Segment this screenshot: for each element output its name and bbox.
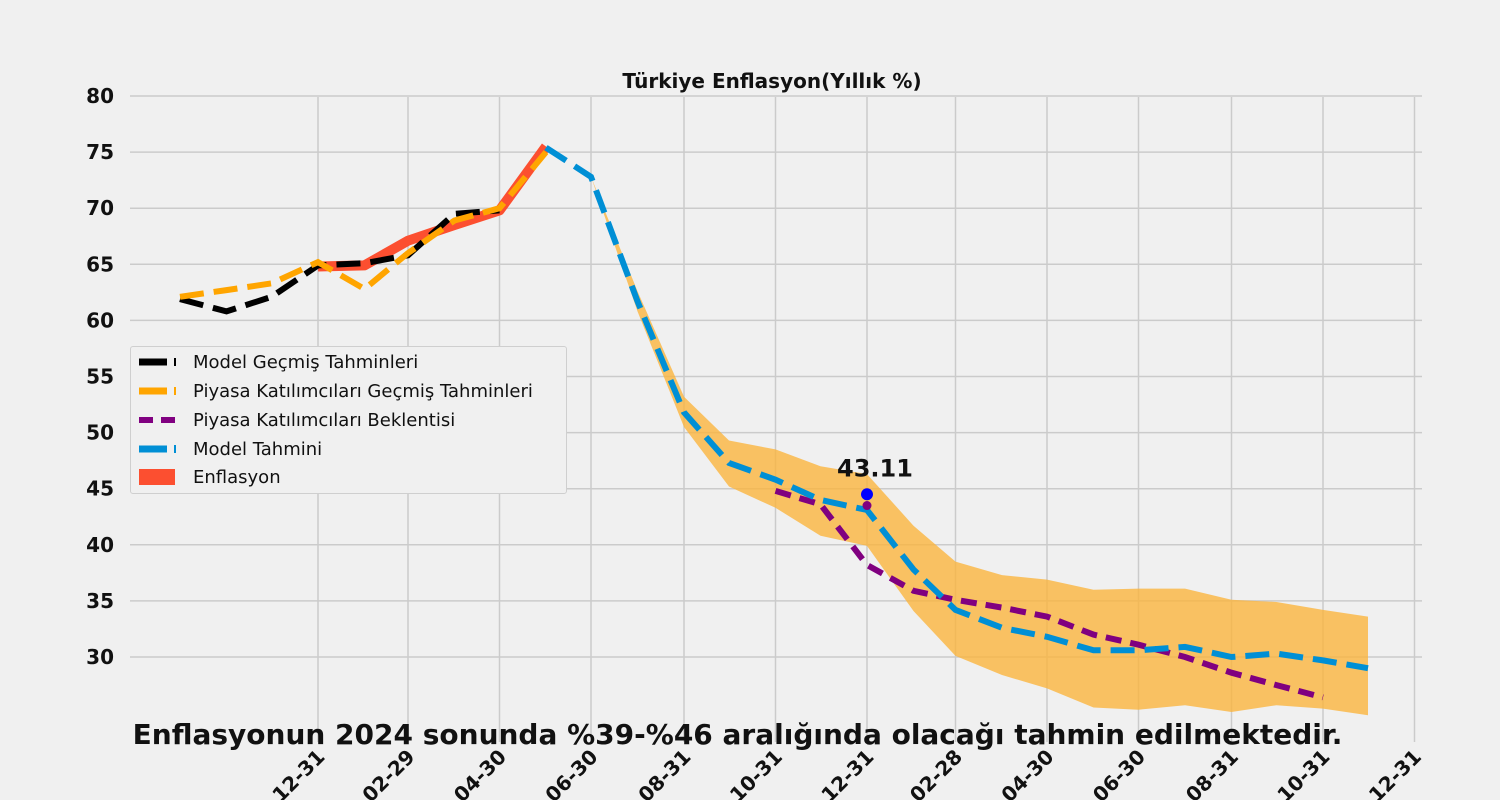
legend-swatch-market-history — [139, 383, 179, 399]
marker-point — [861, 488, 873, 501]
x-tick-label: 08-31 — [633, 745, 695, 800]
x-tick-label: 12-31 — [1364, 745, 1426, 800]
y-tick-labels: 30 35 40 45 50 55 60 65 70 75 80 — [86, 84, 114, 669]
inflation-layer — [317, 143, 551, 272]
series-lines-layer — [179, 145, 1369, 701]
legend-swatch-model-history — [139, 354, 179, 370]
legend: Model Geçmiş Tahminleri Piyasa Katılımcı… — [130, 346, 567, 494]
annotation-label: 43.11 — [837, 454, 913, 482]
x-tick-label: 08-31 — [1181, 745, 1243, 800]
y-tick-label: 45 — [86, 477, 114, 501]
confidence-band-layer — [591, 176, 1368, 716]
x-tick-label: 02-28 — [905, 745, 967, 800]
x-tick-label: 06-30 — [540, 745, 602, 800]
y-tick-label: 60 — [86, 308, 114, 332]
x-tick-label: 06-30 — [1088, 745, 1150, 800]
x-tick-label: 12-31 — [267, 745, 329, 800]
legend-label: Enflasyon — [193, 466, 281, 488]
y-tick-label: 40 — [86, 533, 114, 557]
x-tick-labels: 12-31 02-29 04-30 06-30 08-31 10-31 12-31 02-28… — [267, 745, 1426, 800]
y-tick-label: 80 — [86, 84, 114, 108]
x-tick-label: 10-31 — [725, 745, 787, 800]
markers-layer: 43.11 — [837, 454, 913, 511]
y-tick-label: 65 — [86, 252, 114, 276]
series-line-inflation — [317, 143, 551, 272]
x-tick-label: 12-31 — [816, 745, 878, 800]
chart-title: Türkiye Enflasyon(Yıllık %) — [622, 69, 921, 93]
y-tick-label: 55 — [86, 365, 114, 389]
legend-swatch-market-expectation — [139, 412, 179, 428]
series-line-market-history — [179, 150, 549, 300]
x-tick-label: 04-30 — [449, 745, 511, 800]
legend-item-market-expectation: Piyasa Katılımcıları Beklentisi — [139, 407, 455, 433]
legend-label: Model Geçmiş Tahminleri — [193, 351, 419, 373]
legend-label: Piyasa Katılımcıları Geçmiş Tahminleri — [193, 380, 533, 402]
x-tick-label: 02-29 — [357, 745, 419, 800]
legend-item-model-history: Model Geçmiş Tahminleri — [139, 349, 418, 375]
confidence-band — [591, 176, 1368, 716]
y-tick-label: 70 — [86, 196, 114, 220]
marker-point — [862, 501, 872, 511]
y-tick-label: 50 — [86, 421, 114, 445]
legend-swatch-inflation — [139, 469, 179, 485]
series-line-market-expectation — [774, 488, 1324, 701]
chart-caption: Enflasyonun 2024 sonunda %39-%46 aralığı… — [132, 718, 1343, 751]
series-line-model-history — [179, 207, 500, 315]
y-tick-label: 35 — [86, 589, 114, 613]
legend-item-market-history: Piyasa Katılımcıları Geçmiş Tahminleri — [139, 378, 533, 404]
legend-item-inflation: Enflasyon — [139, 464, 281, 490]
x-tick-label: 04-30 — [996, 745, 1058, 800]
legend-swatch-model-forecast — [139, 441, 179, 457]
x-tick-label: 10-31 — [1272, 745, 1334, 800]
series-line-model-forecast — [544, 145, 1369, 672]
y-tick-label: 30 — [86, 645, 114, 669]
legend-item-model-forecast: Model Tahmini — [139, 436, 322, 462]
legend-label: Piyasa Katılımcıları Beklentisi — [193, 409, 456, 431]
y-tick-label: 75 — [86, 140, 114, 164]
legend-label: Model Tahmini — [193, 438, 323, 460]
